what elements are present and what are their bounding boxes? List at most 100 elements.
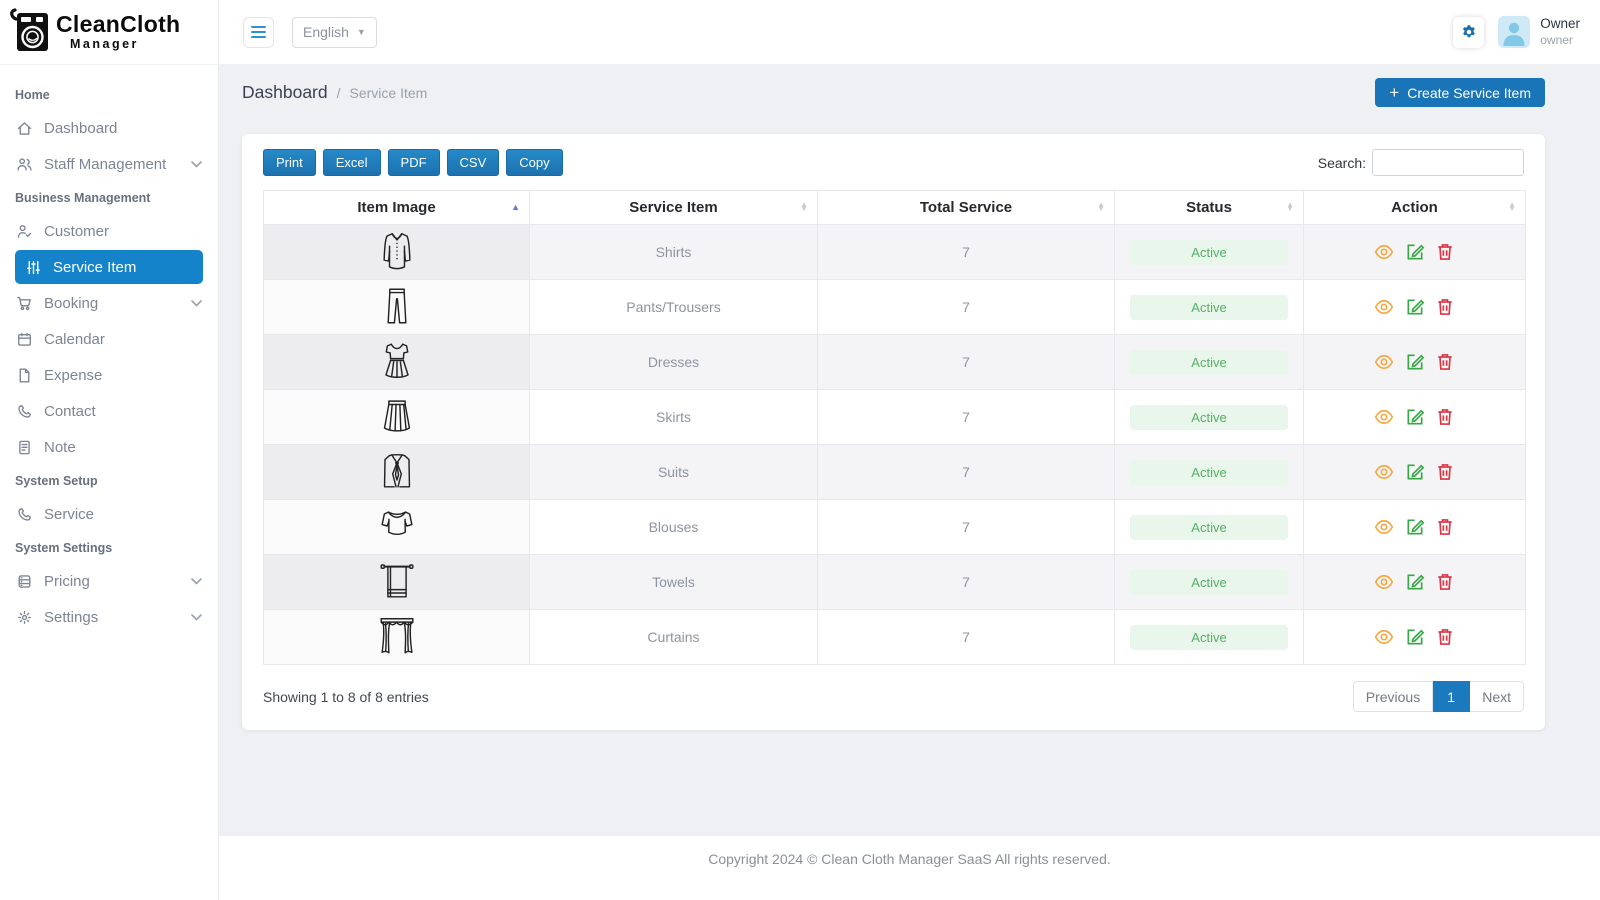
chevron-down-icon [191,161,202,168]
breadcrumb: Dashboard / Service Item [242,82,427,103]
avatar[interactable] [1498,16,1530,48]
table-row: Shirts 7 Active [264,225,1526,280]
sidebar-item-calendar[interactable]: Calendar [0,321,218,357]
view-eye-icon[interactable] [1374,627,1394,647]
sidebar-item-dashboard[interactable]: Dashboard [0,110,218,146]
edit-pencil-icon[interactable] [1405,517,1425,537]
sort-icon: ▲▼ [1286,203,1294,213]
sidebar-item-pricing[interactable]: Pricing [0,563,218,599]
delete-trash-icon[interactable] [1435,462,1455,482]
edit-pencil-icon[interactable] [1405,572,1425,592]
view-eye-icon[interactable] [1374,407,1394,427]
edit-pencil-icon[interactable] [1405,297,1425,317]
total-service-cell: 7 [818,445,1115,500]
topbar-right: Owner owner [1453,16,1580,48]
language-value: English [303,24,349,40]
delete-trash-icon[interactable] [1435,407,1455,427]
total-service-cell: 7 [818,390,1115,445]
language-select[interactable]: English ▼ [292,17,377,48]
nav-section-business: Business Management [0,182,218,213]
brand-subname: Manager [70,38,180,51]
copyright-footer: Copyright 2024 © Clean Cloth Manager Saa… [219,836,1600,900]
pdf-button[interactable]: PDF [388,149,440,176]
dress-icon [374,338,420,384]
header-service-item[interactable]: Service Item▲▼ [530,191,818,225]
sidebar-item-customer[interactable]: Customer [0,213,218,249]
delete-trash-icon[interactable] [1435,572,1455,592]
edit-pencil-icon[interactable] [1405,407,1425,427]
csv-button[interactable]: CSV [447,149,500,176]
sort-icon: ▲▼ [1508,203,1516,213]
service-item-cell: Towels [530,555,818,610]
total-service-cell: 7 [818,500,1115,555]
delete-trash-icon[interactable] [1435,517,1455,537]
header-action[interactable]: Action▲▼ [1304,191,1526,225]
sidebar-item-note[interactable]: Note [0,429,218,465]
view-eye-icon[interactable] [1374,462,1394,482]
suit-icon [374,448,420,494]
next-page-button[interactable]: Next [1470,681,1524,712]
table-card: Print Excel PDF CSV Copy Search: Item Im… [242,134,1545,730]
chevron-down-icon [191,300,202,307]
view-eye-icon[interactable] [1374,517,1394,537]
sidebar-item-service[interactable]: Service [0,496,218,532]
delete-trash-icon[interactable] [1435,297,1455,317]
breadcrumb-dashboard-link[interactable]: Dashboard [242,82,328,103]
table-header-row: Item Image▲ Service Item▲▼ Total Service… [264,191,1526,225]
user-info[interactable]: Owner owner [1540,16,1580,48]
sidebar-item-expense[interactable]: Expense [0,357,218,393]
database-icon [16,573,33,590]
curtain-icon [374,613,420,659]
status-badge: Active [1130,350,1288,375]
header-total-service[interactable]: Total Service▲▼ [818,191,1115,225]
nav-section-system-settings: System Settings [0,532,218,563]
view-eye-icon[interactable] [1374,352,1394,372]
brand-name: CleanCloth [56,13,180,36]
topbar: English ▼ Owner owner [219,0,1600,65]
hamburger-icon [251,26,266,28]
page-number-button[interactable]: 1 [1433,681,1470,712]
cart-icon [16,295,33,312]
entries-info: Showing 1 to 8 of 8 entries [263,689,429,705]
view-eye-icon[interactable] [1374,572,1394,592]
delete-trash-icon[interactable] [1435,242,1455,262]
copy-button[interactable]: Copy [506,149,562,176]
edit-pencil-icon[interactable] [1405,462,1425,482]
sort-icon: ▲▼ [800,203,808,213]
view-eye-icon[interactable] [1374,242,1394,262]
previous-page-button[interactable]: Previous [1353,681,1433,712]
phone-icon [16,506,33,523]
edit-pencil-icon[interactable] [1405,242,1425,262]
plus-icon: + [1389,84,1399,101]
header-item-image[interactable]: Item Image▲ [264,191,530,225]
washing-machine-icon [8,6,52,59]
delete-trash-icon[interactable] [1435,352,1455,372]
sidebar-item-booking[interactable]: Booking [0,285,218,321]
service-item-cell: Dresses [530,335,818,390]
sidebar-item-staff-management[interactable]: Staff Management [0,146,218,182]
search-input[interactable] [1372,149,1524,176]
search-label: Search: [1318,155,1366,171]
table-toolbar: Print Excel PDF CSV Copy Search: [263,149,1524,176]
view-eye-icon[interactable] [1374,297,1394,317]
edit-pencil-icon[interactable] [1405,627,1425,647]
sidebar-item-service-item[interactable]: Service Item [15,250,203,284]
table-row: Pants/Trousers 7 Active [264,280,1526,335]
brand-logo[interactable]: CleanCloth Manager [0,0,218,65]
excel-button[interactable]: Excel [323,149,381,176]
app-window: CleanCloth Manager Home Dashboard Staff … [0,0,1600,900]
settings-gear-button[interactable] [1453,17,1484,48]
caret-down-icon: ▼ [357,27,366,37]
delete-trash-icon[interactable] [1435,627,1455,647]
person-check-icon [16,223,33,240]
calendar-icon [16,331,33,348]
create-service-item-button[interactable]: + Create Service Item [1375,78,1545,107]
sidebar-item-settings[interactable]: Settings [0,599,218,635]
header-status[interactable]: Status▲▼ [1115,191,1304,225]
sidebar-item-contact[interactable]: Contact [0,393,218,429]
service-item-cell: Blouses [530,500,818,555]
print-button[interactable]: Print [263,149,316,176]
sidebar-toggle-button[interactable] [243,17,274,48]
gear-outline-icon [16,609,33,626]
edit-pencil-icon[interactable] [1405,352,1425,372]
